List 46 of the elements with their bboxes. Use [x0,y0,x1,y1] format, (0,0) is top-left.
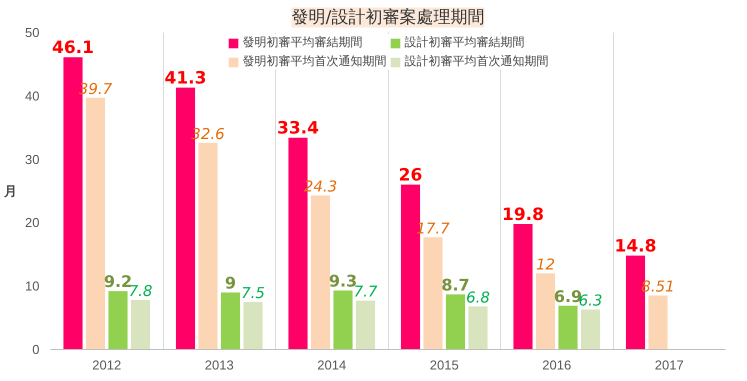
y-tick-label: 20 [25,215,40,230]
y-tick-label: 10 [25,278,40,294]
x-tick-label: 2016 [542,358,572,372]
data-label: 26 [398,166,422,186]
data-label: 6.8 [466,288,490,306]
data-label: 9 [224,273,236,292]
bar [198,142,218,350]
legend-label: 發明初審平均審結期間 [242,34,362,51]
y-tick-label: 50 [25,25,40,40]
x-tick-label: 2012 [92,358,122,372]
data-label: 33.4 [277,118,320,139]
bar [356,300,376,350]
data-label: 12 [536,255,556,274]
x-tick-label: 2015 [430,358,459,372]
data-label: 7.5 [241,284,265,302]
bar [86,98,106,350]
y-axis-title: 月 [3,184,18,198]
bar [558,306,578,350]
y-tick-label: 0 [32,342,40,357]
chart-title: 發明/設計初審案處理期間 [292,8,484,28]
bar [333,290,353,350]
legend-label: 發明初審平均首次通知期間 [242,53,386,70]
bar [108,291,128,350]
data-label: 41.3 [164,68,206,89]
x-tick-label: 2017 [654,358,684,372]
data-label: 19.8 [502,204,544,225]
x-tick-label: 2014 [317,358,346,372]
bar [580,310,600,350]
bar [446,294,466,350]
bar [130,300,150,350]
bar [220,292,240,350]
bar [536,273,556,350]
bar [513,224,533,350]
data-label: 14.8 [614,236,656,257]
data-label: 46.1 [52,38,94,58]
bar [310,195,330,350]
bar [468,306,488,350]
legend-label: 設計初審平均首次通知期間 [404,53,548,70]
x-tick-label: 2013 [204,358,234,372]
legend-label: 設計初審平均審結期間 [404,34,524,51]
bar [648,296,668,350]
bar [243,302,263,350]
bar [423,237,443,350]
data-label: 9.3 [328,272,358,291]
y-tick-label: 40 [25,88,40,104]
y-tick-label: 30 [25,152,40,167]
